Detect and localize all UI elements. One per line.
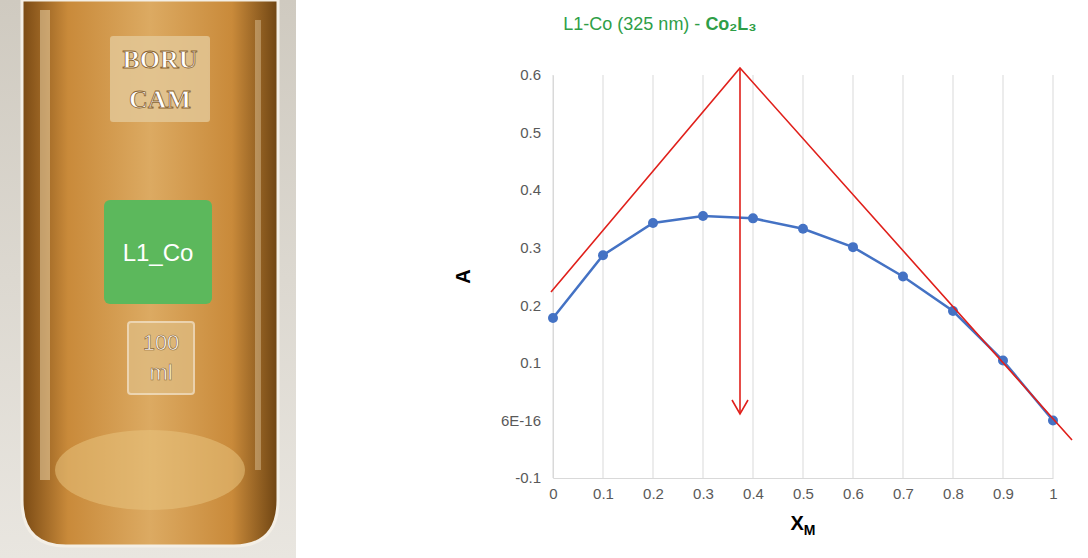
brand-text: BORU (122, 45, 197, 74)
tangent-lines (551, 68, 1072, 440)
x-tick-label: 0.1 (593, 485, 614, 502)
residue (55, 430, 245, 510)
x-axis: 0 0.1 0.2 0.3 0.4 0.5 0.6 0.7 0.8 0.9 1 (549, 478, 1057, 502)
sample-label: L1_Co (123, 239, 194, 266)
y-tick: 0.5 (520, 124, 553, 141)
x-tick: 0.9 (993, 478, 1014, 502)
x-tick-label: 1 (1049, 485, 1057, 502)
x-tick: 0.7 (893, 478, 914, 502)
grid-line (753, 75, 754, 478)
y-tick: 0.4 (520, 181, 553, 198)
y-tick-label: 0.4 (520, 181, 541, 198)
x-tick: 0.1 (593, 478, 614, 502)
chart-title: L1-Co (325 nm) - Co₂L₃ (563, 14, 756, 34)
data-point (548, 313, 558, 323)
data-point (598, 250, 608, 260)
construction-lines (551, 68, 1072, 440)
y-tick-label: -0.1 (515, 469, 541, 486)
x-tick: 0 (549, 478, 557, 502)
grid-line (603, 75, 604, 478)
x-tick: 0.5 (793, 478, 814, 502)
glass-highlight (255, 20, 261, 470)
y-tick-label: 0.2 (520, 297, 541, 314)
x-tick-label: 0.5 (793, 485, 814, 502)
x-tick: 0.4 (743, 478, 764, 502)
brand-patch (110, 36, 210, 122)
x-tick-label: 0.2 (643, 485, 664, 502)
x-tick: 0.6 (843, 478, 864, 502)
label-box (104, 200, 212, 304)
volume-text: ml (149, 360, 172, 385)
brand-text: CAM (129, 85, 191, 114)
photo: BORU CAM L1_Co 100 ml (0, 0, 296, 558)
grid-line (953, 75, 954, 478)
x-axis-line (554, 478, 1054, 479)
arrow-shaft (739, 68, 741, 414)
x-tick: 0.3 (693, 478, 714, 502)
x-tick-label: 0.7 (893, 485, 914, 502)
x-tick-label: 0.8 (943, 485, 964, 502)
x-tick-label: 0.9 (993, 485, 1014, 502)
beaker (22, 0, 278, 546)
y-tick-label: 6E-16 (501, 412, 541, 429)
volume-patch (128, 322, 194, 394)
y-tick-label: 0.1 (520, 354, 541, 371)
data-point (748, 213, 758, 223)
y-tick-label: 0.5 (520, 124, 541, 141)
y-axis: -0.1 6E-16 0.1 0.2 0.3 0.4 0.5 0.6 (501, 66, 554, 486)
data-point (848, 242, 858, 252)
grid-line (553, 75, 554, 478)
x-tick-label: 0.3 (693, 485, 714, 502)
y-tick: 0.6 (520, 66, 553, 83)
series-line (553, 216, 1053, 420)
data-point (798, 224, 808, 234)
x-tick: 0.8 (943, 478, 964, 502)
data-point (648, 218, 658, 228)
y-tick: 0.1 (520, 354, 553, 371)
x-tick: 1 (1049, 478, 1057, 502)
volume-text: 100 (143, 330, 180, 355)
y-tick: 0.3 (520, 239, 553, 256)
y-tick: 6E-16 (501, 412, 553, 429)
y-axis-title: A (452, 269, 474, 283)
y-axis-line (553, 76, 554, 479)
plot-marks (548, 211, 1058, 425)
grid-line (703, 75, 704, 478)
y-tick: 0.2 (520, 297, 553, 314)
chart: -0.1 6E-16 0.1 0.2 0.3 0.4 0.5 0.6 0 0.1 0.2 0.3 0.4… (501, 66, 1072, 501)
data-point (998, 356, 1008, 366)
data-point (1048, 415, 1058, 425)
y-tick-label: 0.3 (520, 239, 541, 256)
grid-line (803, 75, 804, 478)
x-axis-title: XM (790, 512, 815, 538)
data-point (898, 272, 908, 282)
grid-line (853, 75, 854, 478)
y-tick-label: 0.6 (520, 66, 541, 83)
data-point (698, 211, 708, 221)
grid-line (653, 75, 654, 478)
page: BORU CAM L1_Co 100 ml -0.1 6E-16 0.1 0.2 0.3 0.4 0.… (0, 0, 1088, 558)
grid-line (1003, 75, 1004, 478)
x-tick-label: 0.4 (743, 485, 764, 502)
glass-highlight (40, 10, 50, 480)
x-tick: 0.2 (643, 478, 664, 502)
x-tick-label: 0.6 (843, 485, 864, 502)
y-tick: -0.1 (515, 469, 553, 486)
photo-background (0, 0, 296, 558)
grid (553, 75, 1053, 478)
x-tick-label: 0 (549, 485, 557, 502)
arrow-head (732, 400, 748, 414)
